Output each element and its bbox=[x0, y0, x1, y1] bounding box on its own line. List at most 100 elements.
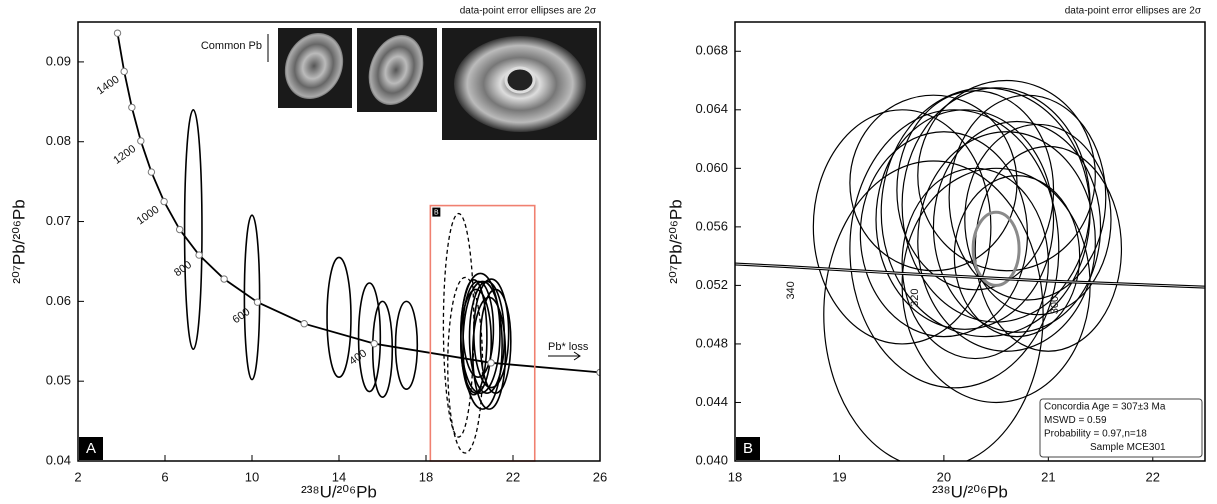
concordia-age-marker bbox=[253, 298, 262, 306]
plot-area bbox=[735, 79, 1205, 461]
error-ellipse bbox=[932, 120, 1102, 333]
chart-note: data-point error ellipses are 2σ bbox=[1065, 6, 1202, 17]
pb-loss-arrow bbox=[548, 351, 581, 361]
panel-label-box bbox=[79, 437, 103, 460]
concordia-age-label: 1200 bbox=[111, 143, 138, 167]
x-tick-label: 14 bbox=[332, 469, 346, 484]
error-ellipse bbox=[460, 279, 488, 396]
x-tick-label: 26 bbox=[593, 469, 607, 484]
error-ellipse bbox=[948, 94, 1107, 301]
concordia-age-marker bbox=[120, 67, 128, 76]
zircon-grain bbox=[284, 32, 344, 100]
y-tick-label: 0.09 bbox=[46, 53, 71, 68]
error-ellipse bbox=[917, 79, 1096, 272]
y-tick-label: 0.040 bbox=[695, 452, 728, 467]
error-ellipse bbox=[183, 108, 203, 351]
y-axis-title: ²⁰⁷Pb/²⁰⁶Pb bbox=[9, 199, 28, 283]
panel-label: B bbox=[743, 440, 753, 457]
x-tick-label: 10 bbox=[245, 469, 259, 484]
concordia-age-marker bbox=[195, 251, 203, 259]
error-ellipse bbox=[859, 131, 1029, 338]
y-tick-label: 0.064 bbox=[695, 101, 728, 116]
concordia-age-label: 1400 bbox=[95, 73, 122, 97]
error-ellipse bbox=[953, 175, 1081, 338]
error-ellipse bbox=[243, 214, 261, 381]
info-box bbox=[1039, 398, 1203, 458]
error-ellipse bbox=[875, 109, 1055, 330]
concordia-age-marker bbox=[175, 225, 184, 234]
x-tick-label: 19 bbox=[832, 469, 846, 484]
error-ellipse-dashed bbox=[442, 212, 475, 438]
concordia-band bbox=[735, 263, 1205, 288]
error-ellipse bbox=[394, 300, 419, 390]
error-ellipse bbox=[371, 300, 394, 398]
concordia-age-label: 600 bbox=[230, 306, 252, 326]
annotation: Common Pb bbox=[201, 40, 262, 52]
info-text: Probability = 0.97,n=18 bbox=[1044, 429, 1147, 440]
plot-area bbox=[113, 29, 600, 454]
concordia-age-marker bbox=[128, 103, 136, 112]
error-ellipse bbox=[964, 123, 1112, 316]
x-axis-title: ²³⁸U/²⁰⁶Pb bbox=[932, 482, 1008, 501]
error-ellipse bbox=[812, 109, 992, 345]
y-tick-label: 0.068 bbox=[695, 43, 728, 58]
error-ellipse bbox=[917, 131, 1096, 352]
x-tick-label: 21 bbox=[1041, 469, 1055, 484]
zircon-core bbox=[504, 66, 536, 94]
info-text: Sample MCE301 bbox=[1090, 442, 1166, 453]
plot-frame bbox=[734, 21, 1206, 462]
concordia-age-marker bbox=[137, 137, 145, 145]
y-tick-label: 0.05 bbox=[46, 373, 71, 388]
zoom-label: B bbox=[434, 209, 439, 216]
panel-label-box bbox=[736, 437, 760, 460]
x-tick-label: 6 bbox=[161, 469, 168, 484]
y-tick-label: 0.060 bbox=[695, 160, 728, 175]
y-tick-label: 0.048 bbox=[695, 335, 728, 350]
concordia-age-label: 320 bbox=[909, 289, 921, 307]
y-tick-label: 0.044 bbox=[695, 394, 728, 409]
zoom-label-box bbox=[432, 207, 441, 217]
y-tick-label: 0.06 bbox=[46, 293, 71, 308]
concordia-age-marker bbox=[300, 320, 308, 328]
y-tick-label: 0.08 bbox=[46, 133, 71, 148]
x-axis-title: ²³⁸U/²⁰⁶Pb bbox=[301, 482, 377, 501]
concordia-age-marker bbox=[160, 197, 168, 206]
info-text: MSWD = 0.59 bbox=[1044, 415, 1107, 426]
concordia-age-marker bbox=[147, 168, 156, 176]
y-tick-label: 0.07 bbox=[46, 213, 71, 228]
error-ellipse bbox=[357, 282, 382, 393]
annotation: Pb* loss bbox=[548, 341, 589, 353]
zircon-images bbox=[278, 28, 597, 140]
error-ellipse bbox=[849, 109, 1060, 389]
error-ellipse bbox=[971, 210, 1021, 287]
concordia-age-marker bbox=[370, 339, 378, 348]
concordia-age-label: 300 bbox=[1049, 296, 1061, 314]
zoom-box bbox=[429, 204, 536, 462]
concordia-age-label: 1000 bbox=[135, 204, 162, 228]
y-tick-label: 0.04 bbox=[46, 452, 71, 467]
error-ellipse bbox=[849, 94, 1018, 272]
error-ellipse bbox=[462, 280, 495, 378]
error-ellipse bbox=[326, 256, 352, 378]
y-axis-title: ²⁰⁷Pb/²⁰⁶Pb bbox=[666, 199, 685, 283]
x-tick-label: 18 bbox=[419, 469, 433, 484]
error-ellipse bbox=[901, 167, 1091, 404]
x-tick-label: 18 bbox=[728, 469, 742, 484]
concordia-age-marker bbox=[220, 275, 228, 283]
concordia-age-label: 800 bbox=[172, 259, 194, 279]
error-ellipse bbox=[479, 288, 512, 394]
concordia-age-label: 400 bbox=[347, 347, 369, 367]
error-ellipse bbox=[462, 280, 503, 410]
error-ellipse bbox=[974, 145, 1123, 352]
panel-label: A bbox=[86, 440, 96, 457]
concordia-age-marker bbox=[113, 29, 122, 37]
concordia-curve bbox=[116, 33, 600, 374]
plot-frame bbox=[77, 21, 601, 462]
x-tick-label: 2 bbox=[74, 469, 81, 484]
x-tick-label: 22 bbox=[506, 469, 520, 484]
concordia-age-marker bbox=[487, 359, 495, 367]
error-ellipse-dashed bbox=[447, 276, 484, 454]
chart-note: data-point error ellipses are 2σ bbox=[460, 6, 597, 17]
x-tick-label: 20 bbox=[937, 469, 951, 484]
